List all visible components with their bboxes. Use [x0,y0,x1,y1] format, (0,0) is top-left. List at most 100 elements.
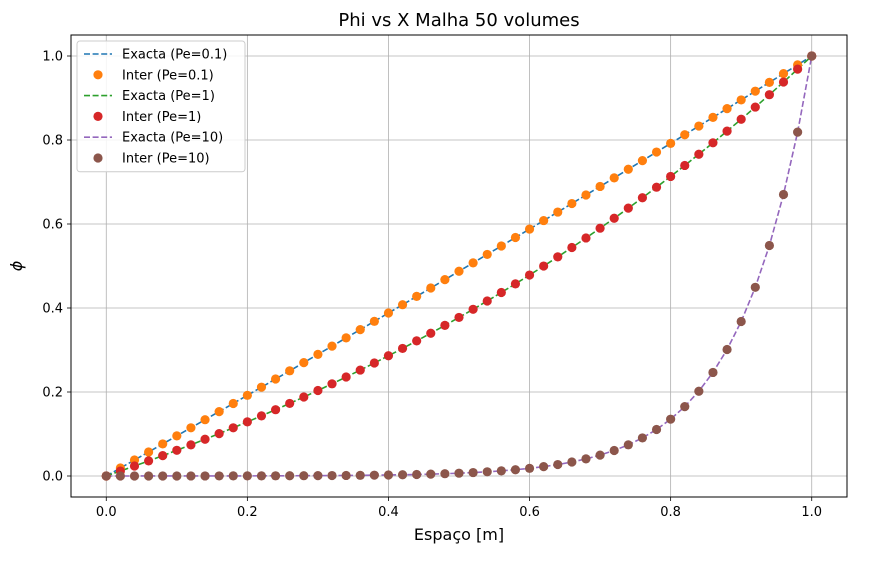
data-point [496,241,506,251]
data-point [764,90,775,100]
data-point [750,86,760,96]
y-tick-label: 0.4 [42,302,63,317]
data-point [553,459,563,470]
legend-label: Inter (Pe=0.1) [122,68,214,83]
y-axis-label: ϕ [7,260,26,271]
x-tick-label: 0.2 [237,505,258,520]
data-point [228,471,238,481]
data-point [722,104,732,114]
data-point [468,258,478,268]
plot-frame [70,34,848,498]
data-point [144,456,154,466]
data-point [228,398,238,409]
data-point [750,282,760,292]
data-point [242,417,252,427]
data-point [214,406,224,417]
data-point [341,470,351,481]
data-point [440,275,450,285]
data-point [426,328,436,338]
data-point [158,451,168,461]
data-point [482,249,492,260]
chart-title: Phi vs X Malha 50 volumes [338,10,579,31]
data-point [694,386,704,396]
data-point [553,207,563,217]
data-point [680,401,690,412]
data-point [793,127,803,137]
data-point [256,382,267,392]
data-point [158,439,168,449]
data-point [440,469,450,479]
data-point [651,424,662,435]
data-point [355,325,365,335]
data-point [440,320,450,331]
data-point [567,198,577,209]
data-point [524,463,535,473]
data-point [708,367,718,378]
data-point [383,470,394,480]
y-tick-label: 0.0 [42,470,63,485]
legend-label: Exacta (Pe=0.1) [122,48,227,63]
data-point [270,471,281,481]
data-point [623,164,633,174]
y-tick-label: 0.2 [42,386,63,401]
legend-box [76,40,246,173]
data-point [609,445,619,456]
data-point [637,156,648,166]
data-point [807,51,817,61]
data-point [581,233,591,243]
data-point [764,77,775,87]
y-tick-label: 0.6 [42,218,63,233]
legend-item-exacta-pe-0-1: Exacta (Pe=0.1) [84,48,227,63]
data-point [158,471,168,481]
x-axis-label: Espaço [m] [414,525,504,544]
data-point [200,434,210,444]
data-point [270,374,281,384]
data-point [285,398,295,409]
data-point [299,471,309,481]
data-point [454,468,464,478]
data-point [412,336,422,346]
data-point [694,121,704,131]
data-point [496,466,506,476]
data-point [383,351,394,361]
data-point [327,341,337,351]
data-point [623,203,633,213]
legend-swatch [93,111,103,121]
data-point [609,173,619,183]
data-point [581,454,591,464]
data-point [567,457,577,467]
data-point [129,461,140,471]
data-point [510,232,521,243]
data-point [595,223,605,233]
data-point [764,240,775,251]
data-point [186,440,196,450]
data-point [172,445,182,455]
data-point [510,465,521,475]
data-point [793,64,803,74]
data-point [666,414,676,424]
data-point [426,283,436,293]
data-point [694,149,704,159]
data-point [581,190,591,200]
data-point [539,215,549,226]
data-point [270,405,281,415]
data-point [412,469,422,480]
legend-label: Exacta (Pe=10) [122,131,223,146]
data-point [129,471,140,481]
data-point [397,343,408,354]
data-point [313,385,323,396]
data-point [567,242,577,253]
data-point [285,471,295,481]
data-point [778,77,789,87]
data-point [482,296,492,306]
data-point [666,138,676,148]
x-tick-label: 0.8 [660,505,681,520]
data-point [186,471,196,481]
data-point [144,447,154,457]
data-point [680,160,690,171]
data-point [524,270,535,280]
data-point [680,130,690,140]
data-point [214,471,224,481]
data-point [595,450,605,460]
